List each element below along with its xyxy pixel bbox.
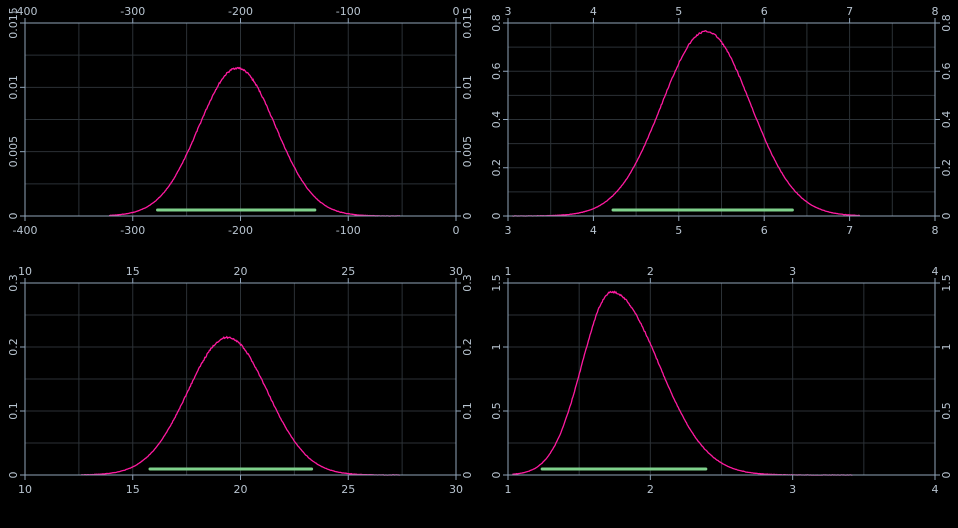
y-tick-label-right: 1.5	[940, 274, 953, 292]
y-tick-label-right: 0.2	[461, 338, 474, 356]
x-tick-label-bottom: 5	[675, 224, 682, 237]
y-tick-label-right: 0.4	[940, 111, 953, 129]
y-tick-label-right: 1	[940, 344, 953, 351]
x-tick-label-bottom: -200	[228, 224, 253, 237]
x-tick-label-bottom: -100	[336, 224, 361, 237]
panel-bottom-left: 10 10 15 15 20 20 25 25 30 30 0 0 0.1 0.1 0.2 0.2 0.3 0.3	[7, 265, 474, 496]
x-tick-label-bottom: 1	[505, 483, 512, 496]
y-tick-label-right: 0	[940, 213, 953, 220]
y-tick-label-right: 0.1	[461, 402, 474, 420]
y-tick-label-right: 0.005	[461, 136, 474, 168]
y-tick-label-left: 0	[7, 472, 20, 479]
x-tick-label-bottom: 7	[846, 224, 853, 237]
y-tick-label-right: 0	[461, 213, 474, 220]
density-curve	[512, 30, 861, 217]
y-tick-label-left: 0.3	[7, 274, 20, 292]
y-tick-label-right: 0.8	[940, 14, 953, 32]
y-tick-label-left: 0.015	[7, 7, 20, 39]
x-tick-label-top: 2	[647, 265, 654, 278]
y-tick-label-left: 0.6	[490, 63, 503, 81]
x-tick-label-top: 0	[453, 5, 460, 18]
y-tick-label-left: 0.8	[490, 14, 503, 32]
x-tick-label-top: 25	[341, 265, 355, 278]
y-tick-label-left: 0.5	[490, 402, 503, 420]
y-tick-label-left: 0.005	[7, 136, 20, 168]
x-tick-label-bottom: 3	[789, 483, 796, 496]
x-tick-label-bottom: 2	[647, 483, 654, 496]
x-tick-label-bottom: 20	[234, 483, 248, 496]
y-tick-label-left: 0	[490, 472, 503, 479]
y-tick-label-left: 0	[490, 213, 503, 220]
x-tick-label-top: 20	[234, 265, 248, 278]
y-tick-label-right: 0.6	[940, 63, 953, 81]
x-tick-label-bottom: 3	[505, 224, 512, 237]
y-tick-label-right: 0	[461, 472, 474, 479]
y-tick-label-left: 0.2	[490, 159, 503, 177]
y-tick-label-left: 0	[7, 213, 20, 220]
x-tick-label-top: 30	[449, 265, 463, 278]
y-tick-label-left: 1.5	[490, 274, 503, 292]
x-tick-label-bottom: 30	[449, 483, 463, 496]
x-tick-label-bottom: 10	[18, 483, 32, 496]
x-tick-label-bottom: 4	[590, 224, 597, 237]
y-tick-label-right: 0.015	[461, 7, 474, 39]
x-tick-label-top: 1	[505, 265, 512, 278]
x-tick-label-top: 8	[932, 5, 939, 18]
x-tick-label-top: -100	[336, 5, 361, 18]
x-tick-label-top: 10	[18, 265, 32, 278]
y-tick-label-right: 0.2	[940, 159, 953, 177]
x-tick-label-top: 4	[590, 5, 597, 18]
density-curve	[109, 66, 401, 217]
y-tick-label-right: 0.5	[940, 402, 953, 420]
x-tick-label-top: -400	[13, 5, 38, 18]
x-tick-label-bottom: 8	[932, 224, 939, 237]
y-tick-label-left: 0.01	[7, 75, 20, 100]
x-tick-label-bottom: -400	[13, 224, 38, 237]
x-tick-label-top: 4	[932, 265, 939, 278]
x-tick-label-bottom: 4	[932, 483, 939, 496]
x-tick-label-bottom: 6	[761, 224, 768, 237]
x-tick-label-top: 5	[675, 5, 682, 18]
y-tick-label-right: 0.01	[461, 75, 474, 100]
x-tick-label-bottom: 15	[126, 483, 140, 496]
x-tick-label-bottom: 0	[453, 224, 460, 237]
y-tick-label-left: 1	[490, 344, 503, 351]
x-tick-label-top: 3	[789, 265, 796, 278]
plot-frame	[507, 282, 936, 476]
x-tick-label-top: 3	[505, 5, 512, 18]
y-tick-label-left: 0.1	[7, 402, 20, 420]
x-tick-label-top: -200	[228, 5, 253, 18]
x-tick-label-bottom: 25	[341, 483, 355, 496]
y-tick-label-left: 0.2	[7, 338, 20, 356]
x-tick-label-top: 15	[126, 265, 140, 278]
y-tick-label-right: 0.3	[461, 274, 474, 292]
density-curve	[80, 335, 401, 476]
x-tick-label-top: -300	[120, 5, 145, 18]
y-tick-label-right: 0	[940, 472, 953, 479]
x-tick-label-bottom: -300	[120, 224, 145, 237]
x-tick-label-top: 7	[846, 5, 853, 18]
y-tick-label-left: 0.4	[490, 111, 503, 129]
x-tick-label-top: 6	[761, 5, 768, 18]
